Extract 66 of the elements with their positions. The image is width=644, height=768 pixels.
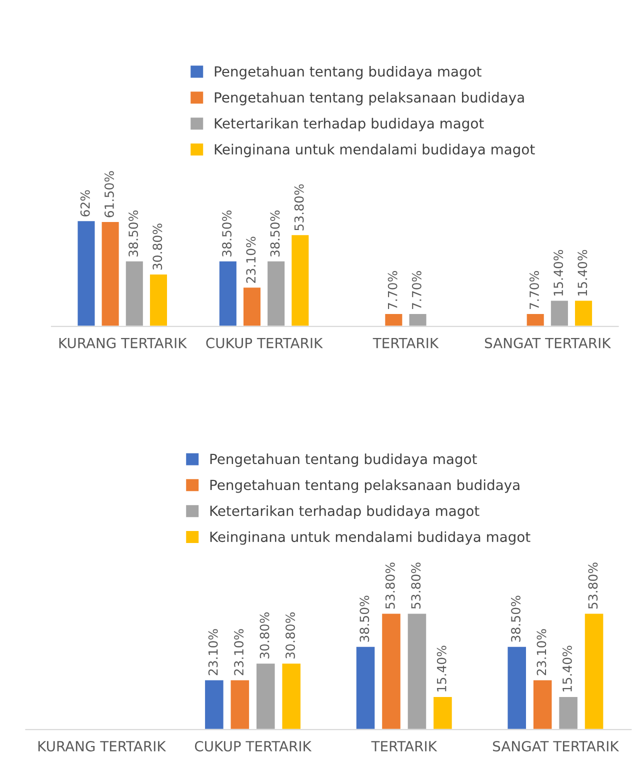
data-label: 53.80% <box>385 562 395 609</box>
x-tick-label: SANGAT TERTARIK <box>493 740 620 752</box>
bar <box>354 646 376 730</box>
bar <box>148 273 168 326</box>
bar <box>280 662 302 730</box>
data-label: 38.50% <box>270 210 280 256</box>
bar <box>525 312 546 326</box>
legend-label: Pengetahuan tentang budidaya magot <box>210 453 477 467</box>
data-label: 53.80% <box>588 562 598 609</box>
data-label: 61.50% <box>104 171 114 218</box>
bar <box>290 234 310 326</box>
data-label: 15.40% <box>578 250 588 296</box>
data-label: 53.80% <box>294 184 304 230</box>
legend-label: Pengetahuan tentang budidaya magot <box>214 66 482 80</box>
data-label: 7.70% <box>412 271 422 310</box>
bar <box>432 696 454 730</box>
bar <box>384 312 404 326</box>
bar <box>124 260 144 326</box>
legend-label: Pengetahuan tentang pelaksanaan budidaya <box>210 479 520 493</box>
legend-label: Ketertarikan terhadap budidaya magot <box>210 505 480 519</box>
legend-label: Keinginana untuk mendalami budidaya magot <box>210 531 530 545</box>
data-label: 15.40% <box>554 250 564 296</box>
x-tick-label: TERTARIK <box>372 338 439 348</box>
data-label: 23.10% <box>536 629 546 676</box>
x-tick-label: CUKUP TERTARIK <box>206 338 323 348</box>
bar <box>584 612 605 730</box>
bar <box>558 696 579 730</box>
data-label: 7.70% <box>388 271 398 310</box>
data-label: 38.50% <box>360 596 370 642</box>
bar <box>255 662 276 730</box>
data-label: 30.80% <box>260 612 270 658</box>
bar <box>506 646 528 730</box>
bar <box>550 299 570 326</box>
bar <box>266 260 286 326</box>
bar <box>204 678 225 730</box>
data-label: 23.10% <box>208 629 218 676</box>
bar <box>218 260 238 326</box>
x-tick-label: SANGAT TERTARIK <box>484 338 612 348</box>
bar <box>408 312 428 326</box>
data-label: 38.50% <box>128 210 138 256</box>
data-label: 53.80% <box>411 562 421 609</box>
data-label: 23.10% <box>246 236 256 283</box>
data-label: 30.80% <box>286 612 295 658</box>
data-label: 15.40% <box>562 646 572 692</box>
bar <box>229 678 250 730</box>
bar <box>406 612 428 730</box>
data-label: 38.50% <box>222 210 232 256</box>
legend-label: Pengetahuan tentang pelaksanaan budidaya <box>214 92 524 106</box>
bar <box>574 299 594 326</box>
x-tick-label: TERTARIK <box>371 741 438 752</box>
data-label: 23.10% <box>234 629 244 676</box>
data-label: 7.70% <box>530 271 539 310</box>
bar <box>532 678 554 730</box>
x-tick-label: CUKUP TERTARIK <box>194 740 312 752</box>
bar <box>380 612 402 730</box>
data-label: 38.50% <box>511 596 520 642</box>
bar <box>242 286 262 326</box>
data-label: 62% <box>80 190 90 216</box>
bar <box>76 220 96 326</box>
bar <box>100 220 120 326</box>
x-tick-label: KURANG TERTARIK <box>38 740 166 752</box>
legend-label: Ketertarikan terhadap budidaya magot <box>214 118 484 132</box>
x-tick-label: KURANG TERTARIK <box>59 338 188 348</box>
legend-label: Keinginana untuk mendalami budidaya magot <box>214 144 535 158</box>
data-label: 30.80% <box>152 224 162 270</box>
data-label: 15.40% <box>436 646 446 692</box>
